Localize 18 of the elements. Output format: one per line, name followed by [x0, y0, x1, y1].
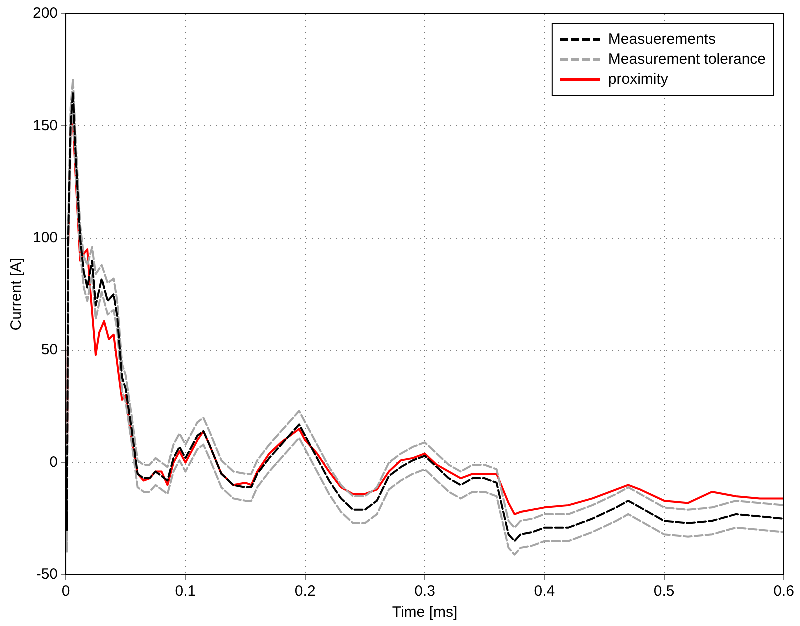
y-tick-label: 0 [50, 454, 58, 471]
y-tick-label: 100 [32, 230, 58, 247]
x-tick-label: 0.5 [654, 583, 675, 600]
y-tick-label: 50 [41, 342, 58, 359]
y-tick-label: 200 [32, 5, 58, 22]
x-tick-label: 0.4 [534, 583, 556, 600]
y-axis-title: Current [A] [8, 258, 26, 331]
y-tick-label: 150 [32, 117, 58, 134]
legend-label: Measuerements [608, 31, 716, 48]
x-tick-label: 0.1 [175, 583, 196, 600]
x-tick-label: 0.3 [414, 583, 436, 600]
x-tick-label: 0.2 [294, 583, 316, 600]
legend-label: Measurement tolerance [608, 51, 766, 68]
legend-label: proximity [608, 71, 669, 88]
x-tick-label: 0.6 [774, 583, 794, 600]
y-tick-label: -50 [36, 566, 58, 584]
x-axis-title: Time [ms] [392, 604, 458, 622]
x-tick-label: 0 [62, 583, 70, 600]
